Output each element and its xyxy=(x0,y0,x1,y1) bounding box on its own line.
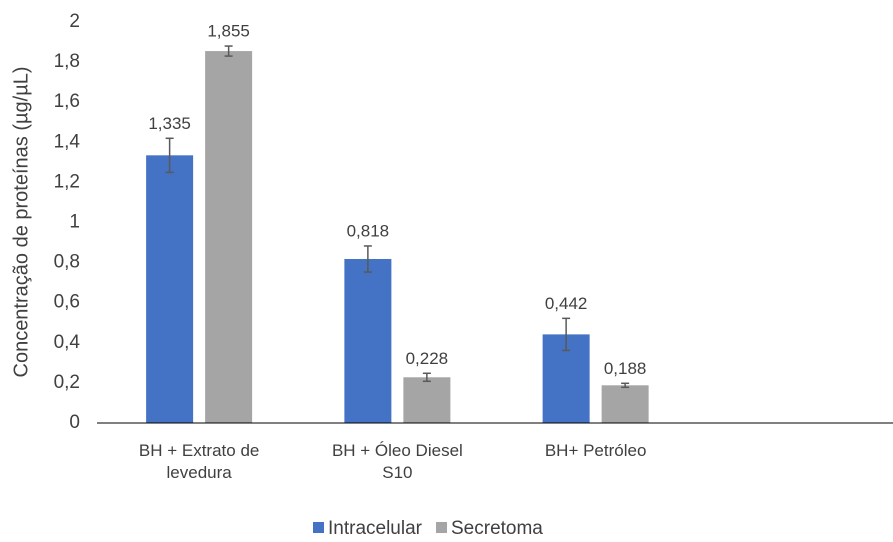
legend-label: Intracelular xyxy=(328,518,423,539)
y-tick-label: 0,8 xyxy=(54,252,80,273)
y-tick-label: 1 xyxy=(69,212,80,233)
error-bar xyxy=(165,137,174,174)
y-tick-label: 0,4 xyxy=(54,332,81,353)
data-label: 0,818 xyxy=(347,221,390,240)
error-bar xyxy=(224,45,233,57)
error-bar xyxy=(562,317,571,352)
data-label: 1,335 xyxy=(148,114,191,133)
data-label: 1,855 xyxy=(207,22,250,41)
bar xyxy=(205,51,253,423)
y-tick-label: 0,2 xyxy=(54,372,80,393)
bar xyxy=(146,155,194,423)
y-tick-label: 1,6 xyxy=(54,91,80,112)
legend-swatch xyxy=(436,522,447,533)
error-bar xyxy=(621,382,630,389)
bar xyxy=(403,377,451,423)
legend-label: Secretoma xyxy=(451,518,543,539)
legend-swatch xyxy=(313,522,324,533)
data-label: 0,228 xyxy=(406,349,449,368)
x-tick-label: BH+ Petróleo xyxy=(544,441,647,460)
bar xyxy=(344,258,392,423)
y-tick-label: 1,2 xyxy=(54,171,80,192)
x-tick-label: BH + Óleo Diesel S10 xyxy=(331,441,463,482)
y-tick-label: 2 xyxy=(69,11,80,32)
y-axis-label: Concentração de proteínas (µg/µL) xyxy=(10,67,32,378)
y-tick-label: 0,6 xyxy=(54,292,80,313)
bar xyxy=(601,385,649,423)
error-bar xyxy=(422,372,431,383)
error-bar xyxy=(363,245,372,273)
y-tick-label: 1,4 xyxy=(54,131,81,152)
y-tick-label: 1,8 xyxy=(54,51,80,72)
y-tick-label: 0 xyxy=(69,412,80,433)
x-tick-label: BH + Extrato de levedura xyxy=(138,441,260,482)
data-label: 0,188 xyxy=(604,359,647,378)
data-label: 0,442 xyxy=(545,294,588,313)
